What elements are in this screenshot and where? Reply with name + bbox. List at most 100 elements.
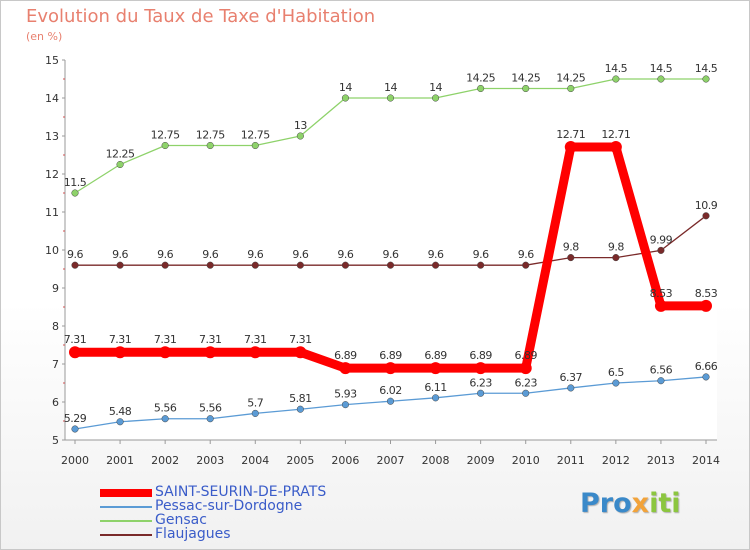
- x-tick-label: 2005: [286, 454, 314, 467]
- series-point: [432, 261, 440, 269]
- data-label: 6.02: [379, 384, 402, 397]
- series-point: [474, 362, 487, 375]
- data-label: 12.75: [241, 129, 270, 142]
- series-point: [296, 132, 304, 140]
- data-label: 13: [294, 119, 307, 132]
- data-label: 6.5: [608, 366, 624, 379]
- x-tick-label: 2010: [512, 454, 540, 467]
- legend-swatch: [100, 489, 152, 497]
- data-label: 9.8: [608, 241, 624, 254]
- series-point: [69, 346, 81, 359]
- series-point: [432, 394, 440, 402]
- y-tick-label: 6: [52, 396, 59, 409]
- series-point: [477, 389, 485, 397]
- data-label: 5.29: [64, 412, 87, 425]
- series-point: [116, 261, 124, 269]
- data-label: 12.25: [106, 148, 135, 161]
- x-tick-label: 2013: [647, 454, 675, 467]
- data-label: 9.6: [337, 248, 353, 261]
- logo-part: iti: [649, 488, 681, 519]
- series-point: [161, 141, 169, 150]
- series-point: [341, 94, 349, 102]
- series-point: [204, 346, 217, 359]
- series-point: [339, 362, 352, 375]
- data-label: 6.56: [650, 364, 673, 377]
- data-label: 5.48: [109, 405, 132, 418]
- series-point: [294, 346, 307, 359]
- data-label: 9.6: [518, 248, 534, 261]
- legend-swatch: [100, 506, 152, 508]
- data-label: 7.31: [244, 333, 267, 346]
- data-label: 14: [339, 81, 352, 94]
- series-point: [341, 261, 349, 269]
- legend-item: Gensac: [100, 512, 400, 528]
- series-point: [116, 160, 124, 169]
- series-point: [477, 84, 485, 93]
- legend-item: Flaujagues: [100, 526, 400, 542]
- series-point: [249, 346, 262, 359]
- series-point: [296, 405, 304, 413]
- data-label: 5.93: [334, 388, 357, 401]
- series-point: [612, 379, 620, 387]
- series-point: [700, 299, 712, 312]
- y-tick-label: 8: [52, 320, 59, 333]
- data-label: 14.25: [466, 72, 495, 85]
- series-point: [519, 362, 532, 375]
- series-point: [341, 401, 349, 409]
- series-point: [206, 141, 214, 150]
- data-label: 9.6: [473, 248, 489, 261]
- series-point: [251, 141, 259, 150]
- data-label: 6.89: [469, 349, 492, 362]
- series-point: [522, 261, 530, 269]
- data-label: 6.37: [560, 371, 583, 384]
- data-label: 9.6: [112, 248, 128, 261]
- series-point: [71, 261, 79, 269]
- legend-item: SAINT-SEURIN-DE-PRATS: [100, 484, 400, 500]
- series-point: [657, 246, 665, 254]
- logo-part: Pro: [580, 488, 632, 519]
- x-tick-label: 2004: [241, 454, 269, 467]
- y-tick-label: 7: [52, 358, 59, 371]
- data-label: 9.6: [428, 248, 444, 261]
- data-label: 9.6: [247, 248, 263, 261]
- y-tick-label: 12: [45, 168, 59, 181]
- legend-swatch: [100, 534, 152, 536]
- series-point: [702, 75, 710, 83]
- series-point: [384, 362, 397, 375]
- data-label: 9.6: [157, 248, 173, 261]
- data-label: 5.56: [154, 402, 177, 415]
- series-point: [657, 75, 665, 83]
- data-label: 8.53: [650, 287, 673, 300]
- data-label: 9.6: [67, 248, 83, 261]
- legend-label: Gensac: [155, 512, 207, 528]
- x-tick-label: 2003: [196, 454, 224, 467]
- x-tick-label: 2011: [557, 454, 585, 467]
- data-label: 12.71: [601, 128, 630, 141]
- y-tick-label: 5: [52, 434, 59, 447]
- data-label: 14.5: [650, 62, 673, 75]
- data-label: 6.89: [424, 349, 447, 362]
- legend-label: Flaujagues: [155, 526, 231, 542]
- x-tick-label: 2000: [61, 454, 89, 467]
- y-tick-label: 14: [45, 92, 59, 105]
- series-point: [654, 299, 667, 312]
- data-label: 9.99: [650, 233, 673, 246]
- data-label: 7.31: [199, 333, 222, 346]
- legend-swatch: [100, 520, 152, 522]
- data-label: 9.6: [292, 248, 308, 261]
- series-point: [567, 384, 575, 392]
- y-tick-label: 10: [45, 244, 59, 257]
- series-point: [702, 373, 710, 381]
- series-point: [522, 84, 530, 93]
- series-point: [116, 418, 124, 426]
- series-point: [702, 212, 710, 220]
- x-tick-label: 2008: [422, 454, 450, 467]
- data-label: 9.6: [383, 248, 399, 261]
- series-point: [567, 254, 575, 262]
- x-tick-label: 2012: [602, 454, 630, 467]
- data-label: 12.71: [556, 128, 585, 141]
- data-label: 14: [384, 81, 397, 94]
- series-point: [114, 346, 127, 359]
- series-point: [206, 261, 214, 269]
- data-label: 12.75: [151, 129, 180, 142]
